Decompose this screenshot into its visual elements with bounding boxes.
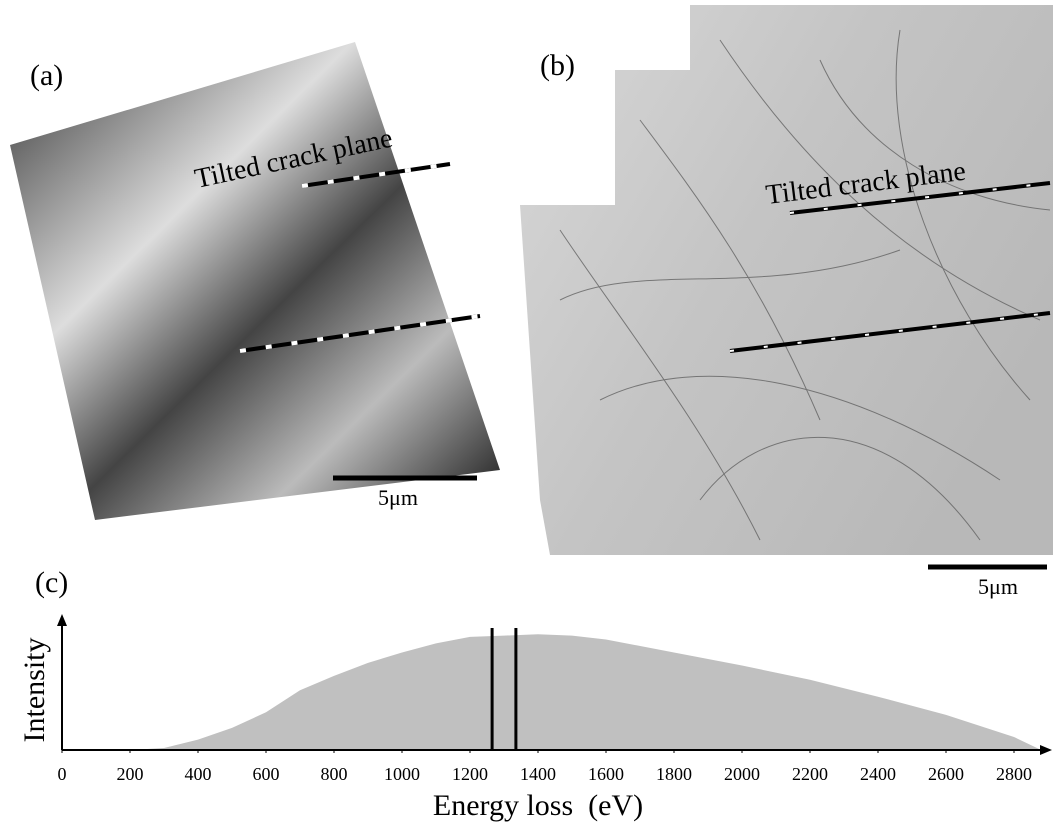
area (62, 634, 1041, 750)
x-tick-label: 2600 (928, 764, 964, 784)
plot (62, 628, 1041, 750)
x-tick-label: 2400 (860, 764, 896, 784)
x-tick-label: 600 (253, 764, 280, 784)
y-arrow (57, 614, 67, 626)
x-tick-label: 1600 (588, 764, 624, 784)
x-axis-label: Energy loss (eV) (433, 789, 643, 822)
figure: (a) Tilted crack plane 5μm (b) Tilted cr… (0, 0, 1053, 825)
x-tick-label: 0 (58, 764, 67, 784)
x-tick-label: 2200 (792, 764, 828, 784)
micrograph-b (520, 5, 1053, 555)
x-tick-label: 400 (185, 764, 212, 784)
x-arrow (1040, 745, 1052, 755)
x-tick-label: 1000 (384, 764, 420, 784)
panel-label: (c) (35, 566, 68, 599)
x-tick-label: 1200 (452, 764, 488, 784)
x-tick-label: 1800 (656, 764, 692, 784)
y-axis-label: Intensity (18, 638, 51, 743)
scale-label: 5μm (978, 574, 1018, 599)
panel-label: (a) (30, 59, 63, 92)
x-tick-label: 2800 (996, 764, 1032, 784)
x-tick-label: 200 (117, 764, 144, 784)
scale-label: 5μm (378, 485, 418, 510)
panel-label: (b) (540, 49, 575, 82)
x-tick-label: 800 (321, 764, 348, 784)
x-tick-label: 2000 (724, 764, 760, 784)
micrograph-a (10, 42, 500, 520)
x-tick-label: 1400 (520, 764, 556, 784)
